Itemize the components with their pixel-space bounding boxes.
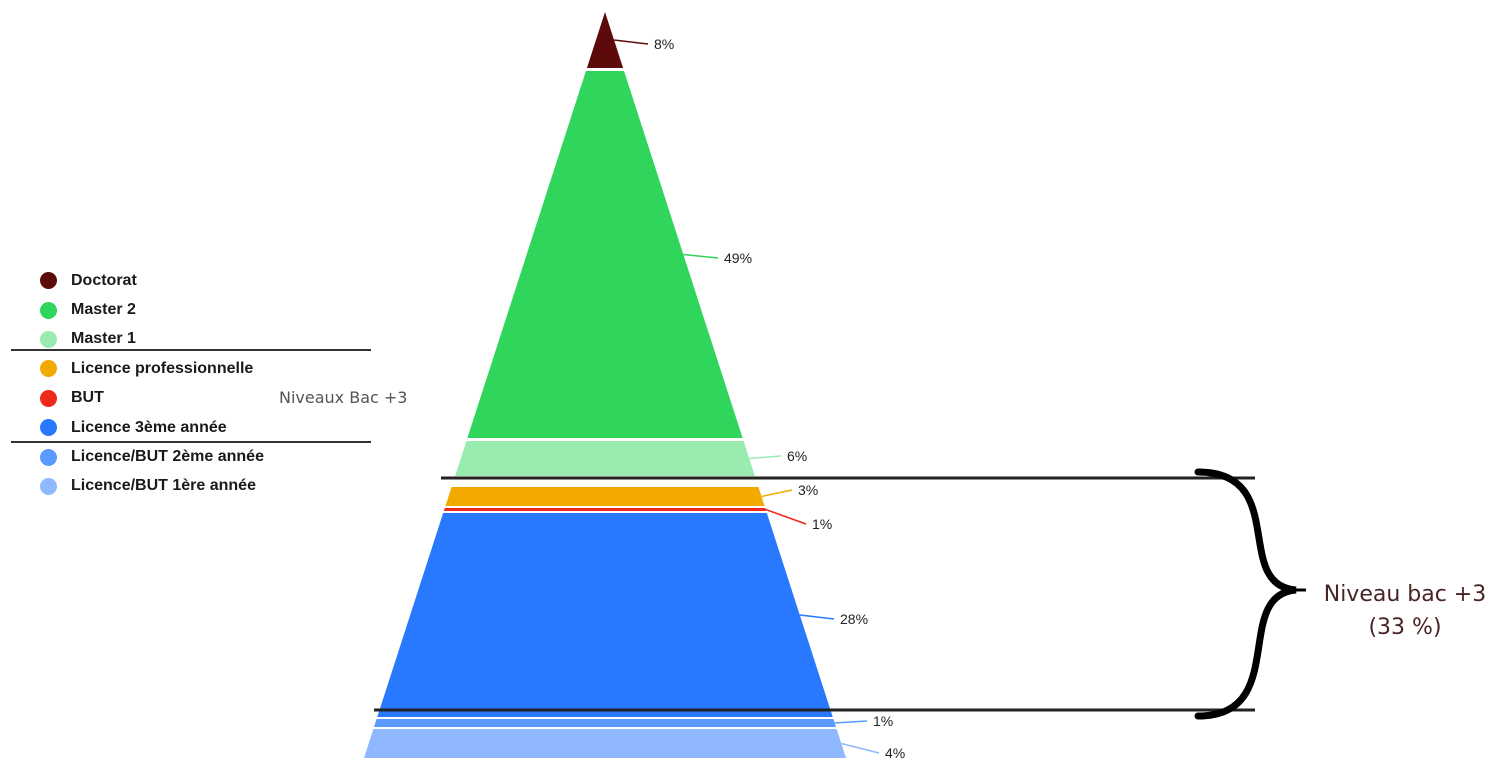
legend-label: Master 1 — [71, 330, 136, 348]
data-label-master-2: 49% — [724, 250, 752, 266]
curly-brace — [1194, 468, 1297, 720]
funnel-segment-but — [443, 508, 767, 511]
legend-label: Licence professionnelle — [71, 359, 254, 377]
legend-label: BUT — [71, 389, 104, 407]
legend-side-note: Niveaux Bac +3 — [279, 388, 408, 407]
legend-dot-icon — [40, 477, 57, 495]
legend-dot-icon — [40, 448, 57, 466]
legend-separator-bottom — [11, 441, 371, 443]
legend-dot-icon — [40, 419, 57, 437]
legend-item-master-1: Master 1 — [40, 325, 264, 354]
annotation-line-1: Niveau bac +3 — [1323, 582, 1487, 607]
legend-item-licence-3eme-annee: Licence 3ème année — [40, 413, 264, 442]
bac3-annotation: Niveau bac +3 (33 %) — [1305, 578, 1491, 644]
legend-item-licence-but-2eme-annee: Licence/BUT 2ème année — [40, 442, 264, 471]
legend-item-licence-professionnelle: Licence professionnelle — [40, 354, 264, 383]
data-label-doctorat: 8% — [654, 36, 674, 52]
legend-label: Licence/BUT 1ère année — [71, 477, 256, 495]
funnel-segment-licence-professionnelle — [445, 487, 765, 506]
legend-item-but: BUT — [40, 384, 264, 413]
funnel-segment-master-1 — [455, 441, 755, 476]
legend-label: Master 2 — [71, 301, 136, 319]
leader-line-but — [765, 508, 807, 525]
legend-label: Licence 3ème année — [71, 418, 227, 436]
data-label-master-1: 6% — [787, 448, 807, 464]
leader-line-master-1 — [749, 455, 782, 460]
data-label-licence-3eme-annee: 28% — [840, 611, 868, 627]
funnel-segment-doctorat — [586, 12, 624, 68]
leader-line-doctorat — [613, 39, 649, 45]
leader-line-licence-professionnelle — [761, 489, 793, 498]
data-label-licence-but-2eme-annee: 1% — [873, 713, 893, 729]
leader-line-licence-but-1ere-annee — [841, 742, 880, 754]
funnel-segment-licence-but-2eme-annee — [374, 719, 836, 727]
legend-dot-icon — [40, 272, 57, 290]
leader-line-licence-but-2eme-annee — [834, 720, 868, 724]
legend-dot-icon — [40, 330, 57, 348]
legend-dot-icon — [40, 389, 57, 407]
legend-dot-icon — [40, 360, 57, 378]
annotation-line-2: (33 %) — [1368, 615, 1442, 640]
legend-item-licence-but-1ere-annee: Licence/BUT 1ère année — [40, 472, 264, 501]
legend-dot-icon — [40, 301, 57, 319]
funnel-segment-licence-but-1ere-annee — [364, 729, 846, 758]
leader-line-licence-3eme-annee — [799, 614, 835, 620]
leader-line-master-2 — [683, 253, 719, 259]
data-label-licence-but-1ere-annee: 4% — [885, 745, 905, 758]
funnel-segment-licence-3eme-annee — [377, 513, 833, 717]
data-label-licence-professionnelle: 3% — [798, 482, 818, 498]
legend: Doctorat Master 2 Master 1 Licence professi… — [40, 266, 264, 501]
legend-separator-top — [11, 349, 371, 351]
legend-item-master-2: Master 2 — [40, 295, 264, 324]
data-label-but: 1% — [812, 516, 832, 532]
legend-item-doctorat: Doctorat — [40, 266, 264, 295]
funnel-segment-master-2 — [467, 71, 743, 438]
legend-label: Doctorat — [71, 271, 137, 289]
legend-label: Licence/BUT 2ème année — [71, 448, 264, 466]
